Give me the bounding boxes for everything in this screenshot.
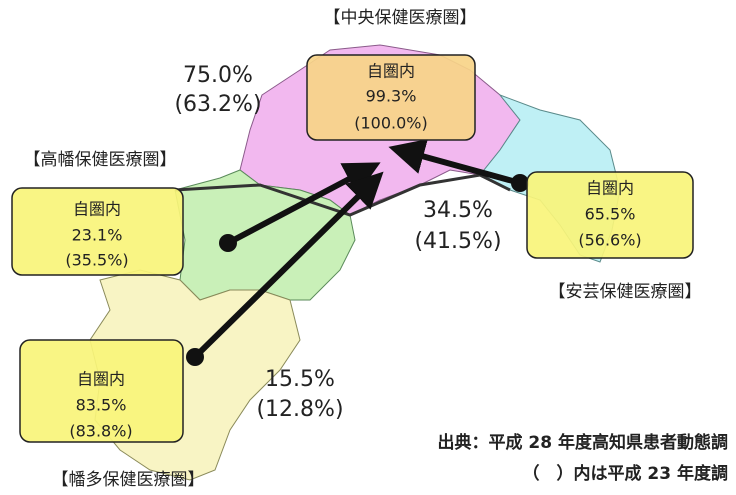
box-label: 自圏内 xyxy=(586,179,634,198)
region-name: 【幡多保健医療圏】 xyxy=(52,470,205,490)
flow-rate: 75.0% xyxy=(183,63,253,88)
box-prev: (83.8%) xyxy=(69,422,132,441)
flow-rate: 34.5% xyxy=(423,198,493,223)
origin-dot xyxy=(511,174,529,192)
box xyxy=(11,187,184,276)
box-rate: 23.1% xyxy=(72,226,123,245)
box-prev: (35.5%) xyxy=(65,251,128,270)
region-name: 【高幡保健医療圏】 xyxy=(24,150,177,170)
flow-prev: (41.5%) xyxy=(414,229,501,254)
box-rate: 99.3% xyxy=(366,87,417,106)
box-prev: (56.6%) xyxy=(578,231,641,250)
box xyxy=(306,54,476,141)
source-note: （ ）内は平成 23 年度調 xyxy=(523,463,729,484)
arrow xyxy=(192,171,384,360)
box-label: 自圏内 xyxy=(367,62,415,81)
box xyxy=(19,339,184,443)
arrow xyxy=(388,139,521,186)
origin-dot xyxy=(219,234,237,252)
box-label: 自圏内 xyxy=(77,370,125,389)
boundary xyxy=(174,173,511,217)
box-prev: (100.0%) xyxy=(354,114,428,133)
flow-prev: (63.2%) xyxy=(174,92,261,117)
box-rate: 65.5% xyxy=(585,205,636,224)
region-name: 【安芸保健医療圏】 xyxy=(549,282,702,302)
box-rate: 83.5% xyxy=(76,396,127,415)
flow-rate: 15.5% xyxy=(265,367,335,392)
source: 出典：平成 28 年度高知県患者動態調 xyxy=(438,432,729,453)
region-name: 【中央保健医療圏】 xyxy=(324,8,477,28)
flow-prev: (12.8%) xyxy=(256,397,343,422)
box xyxy=(526,171,694,259)
box-label: 自圏内 xyxy=(73,200,121,219)
origin-dot xyxy=(186,348,204,366)
